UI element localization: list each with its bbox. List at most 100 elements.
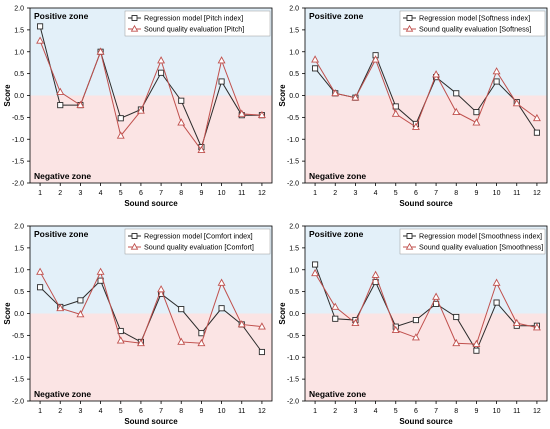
evaluation-point [237, 320, 246, 328]
x-tick-label: 12 [533, 408, 541, 415]
y-tick-label: 1.0 [14, 49, 24, 56]
x-tick-label: 7 [434, 408, 438, 415]
regression-line [39, 279, 263, 353]
y-tick-label: 1.5 [289, 27, 299, 34]
evaluation-point [257, 110, 266, 119]
regression-point [198, 330, 205, 337]
y-tick-label: -2.0 [12, 181, 24, 188]
regression-point [218, 305, 225, 312]
x-tick-label: 3 [78, 190, 82, 197]
y-tick-label: 2.0 [289, 6, 299, 13]
x-tick-label: 11 [238, 408, 245, 415]
x-tick-label: 8 [179, 408, 183, 415]
regression-point [493, 78, 500, 85]
chart-panel-2: -2.0-1.5-1.0-0.50.00.51.01.52.01 2 3 4 5 6 7 8 9… [278, 6, 548, 208]
negative-zone-band [305, 95, 547, 183]
negative-zone-label: Negative zone [34, 389, 91, 399]
regression-point [412, 317, 419, 324]
y-tick-label: 0.5 [14, 71, 24, 78]
negative-zone-label: Negative zone [309, 171, 366, 181]
regression-point [453, 90, 460, 97]
regression-point [117, 115, 124, 122]
y-tick-label: -2.0 [287, 181, 299, 188]
x-tick-label: 7 [159, 190, 163, 197]
y-tick-label: 0.5 [289, 71, 299, 78]
evaluation-point [492, 67, 501, 75]
y-tick-label: -1.0 [287, 355, 299, 362]
evaluation-point [237, 109, 246, 117]
x-tick-label: 8 [454, 190, 458, 197]
x-tick-label: 6 [139, 190, 143, 197]
evaluation-line [39, 270, 262, 344]
x-tick-label: 11 [238, 190, 245, 197]
x-tick-label: 12 [258, 190, 266, 197]
evaluation-point [532, 113, 541, 122]
x-axis-title: Sound source [399, 199, 453, 208]
x-tick-label: 2 [333, 408, 337, 415]
x-tick-label: 5 [119, 408, 123, 415]
evaluation-point [116, 336, 125, 344]
positive-zone-label: Positive zone [34, 11, 89, 21]
x-tick-label: 2 [58, 190, 62, 197]
evaluation-point [217, 278, 226, 286]
regression-point [37, 284, 44, 291]
x-tick-label: 9 [199, 408, 203, 415]
x-axis-title: Sound source [124, 199, 178, 208]
evaluation-point [391, 325, 400, 333]
regression-point [473, 109, 480, 116]
x-tick-label: 9 [199, 190, 203, 197]
legend-triangle-marker [130, 242, 139, 250]
regression-point [258, 348, 265, 356]
y-tick-label: 2.0 [14, 6, 24, 13]
regression-point [57, 102, 64, 109]
negative-zone-band [30, 95, 272, 183]
evaluation-point [411, 333, 420, 341]
x-tick-label: 9 [474, 190, 478, 197]
legend-square-marker [131, 15, 138, 21]
x-axis-title: Sound source [124, 417, 178, 426]
evaluation-point [472, 118, 481, 126]
evaluation-line [39, 40, 262, 152]
regression-point [533, 129, 540, 136]
positive-zone-label: Positive zone [309, 11, 364, 21]
y-tick-label: -0.5 [12, 333, 24, 340]
evaluation-point [331, 88, 340, 97]
negative-zone-label: Negative zone [34, 171, 91, 181]
y-tick-label: -0.5 [287, 333, 299, 340]
x-tick-label: 6 [414, 408, 418, 415]
evaluation-point [472, 339, 481, 347]
regression-point [218, 78, 225, 85]
evaluation-point [96, 47, 105, 55]
x-tick-label: 2 [58, 408, 62, 415]
x-axis-title: Sound source [399, 417, 453, 426]
negative-zone-band [305, 313, 547, 401]
positive-zone-label: Positive zone [34, 229, 89, 239]
x-tick-label: 3 [353, 190, 357, 197]
regression-point [37, 23, 44, 30]
y-tick-label: -0.5 [287, 115, 299, 122]
x-tick-label: 2 [333, 190, 337, 197]
evaluation-point [311, 268, 320, 277]
evaluation-point [532, 323, 541, 331]
y-tick-label: 1.5 [14, 27, 24, 34]
evaluation-point [76, 310, 85, 318]
legend-box [124, 228, 271, 255]
evaluation-point [512, 318, 521, 326]
legend-triangle-marker [130, 24, 139, 32]
regression-point [473, 347, 480, 354]
regression-point [158, 69, 165, 76]
x-tick-label: 1 [38, 190, 42, 197]
legend-label: Regression model [Softness index] [419, 14, 530, 23]
regression-point [493, 299, 500, 306]
y-tick-label: -2.0 [287, 399, 299, 406]
x-tick-label: 6 [139, 408, 143, 415]
evaluation-point [371, 55, 380, 63]
evaluation-point [136, 338, 145, 347]
y-tick-label: -1.0 [287, 137, 299, 144]
evaluation-point [177, 337, 186, 345]
y-tick-label: -1.5 [287, 377, 299, 384]
x-tick-label: 4 [374, 190, 378, 197]
y-tick-label: -1.5 [287, 159, 299, 166]
evaluation-point [411, 122, 420, 130]
legend-label: Sound quality evaluation [Smoothness] [419, 243, 543, 252]
